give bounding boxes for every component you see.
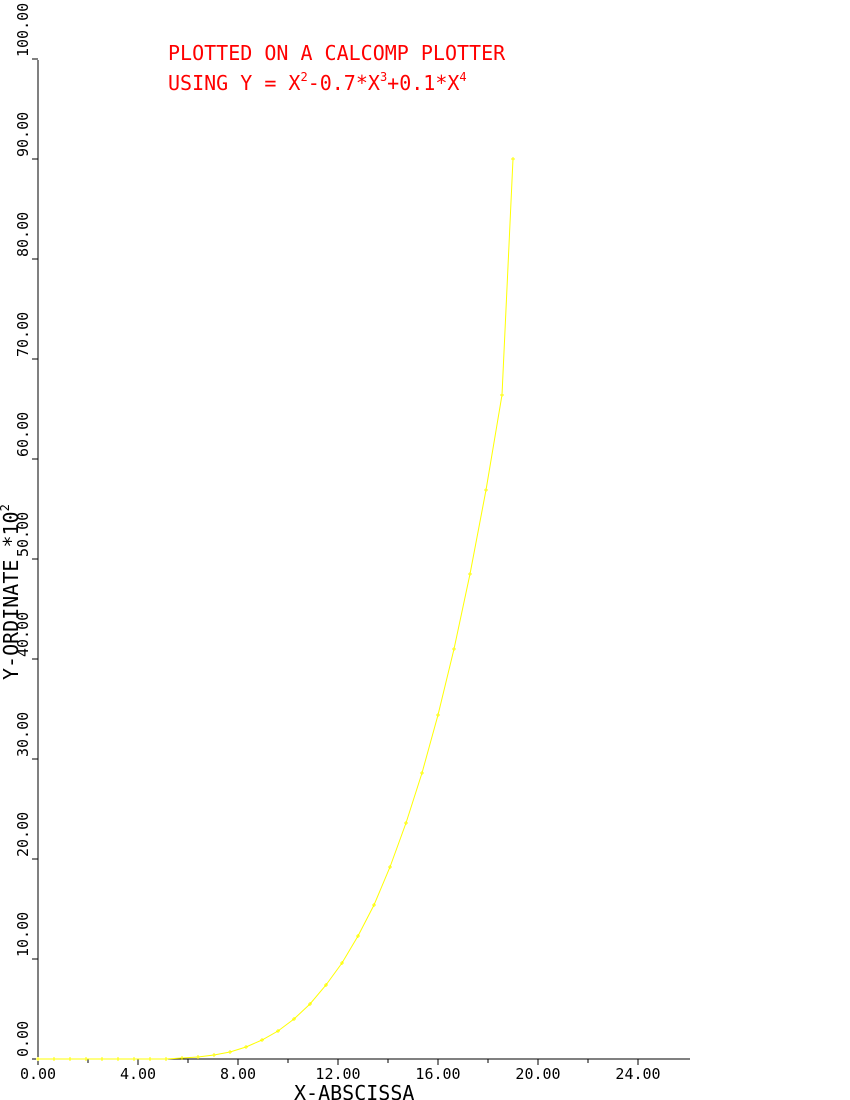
data-point (212, 1053, 216, 1057)
y-tick-label: 70.00 (14, 312, 32, 357)
title-text-b: -0.7*X (308, 71, 380, 95)
y-tick-label: 80.00 (14, 212, 32, 257)
x-tick-label: 4.00 (120, 1065, 156, 1083)
title-text-c: +0.1*X (387, 71, 459, 95)
title-text-a: USING Y = X (168, 71, 300, 95)
y-tick-label: 0.00 (14, 1021, 32, 1057)
data-point (164, 1057, 168, 1061)
y-tick-label: 100.00 (14, 3, 32, 57)
x-tick-label: 12.00 (315, 1065, 360, 1083)
y-tick-label: 90.00 (14, 112, 32, 157)
data-point (84, 1057, 88, 1061)
title-exp-2: 3 (380, 70, 387, 84)
data-point (308, 1002, 312, 1006)
chart-title: PLOTTED ON A CALCOMP PLOTTER USING Y = X… (168, 41, 506, 95)
title-line-1: PLOTTED ON A CALCOMP PLOTTER (168, 41, 506, 65)
data-point (484, 488, 488, 492)
data-point (511, 157, 515, 161)
x-tick-label: 20.00 (515, 1065, 560, 1083)
x-ticks: 0.00 4.00 8.00 12.00 16.00 20.00 24.00 (20, 1059, 661, 1083)
data-point (468, 572, 472, 576)
x-tick-label: 24.00 (615, 1065, 660, 1083)
data-point (276, 1029, 280, 1033)
data-point (436, 713, 440, 717)
data-point (388, 865, 392, 869)
y-tick-label: 60.00 (14, 412, 32, 457)
title-line-2: USING Y = X2-0.7*X3+0.1*X4 (168, 70, 467, 95)
data-point (116, 1057, 120, 1061)
data-point (132, 1057, 136, 1061)
data-point (36, 1057, 40, 1061)
series-line (38, 158, 514, 1060)
data-point (404, 821, 408, 825)
data-point (68, 1057, 72, 1061)
title-exp-3: 4 (459, 70, 466, 84)
data-point (356, 934, 360, 938)
x-axis-label: X-ABSCISSA (294, 1081, 414, 1100)
y-ticks: 0.00 10.00 20.00 30.00 40.00 50.00 60.00 70.00 8… (14, 3, 38, 1060)
y-tick-label: 20.00 (14, 812, 32, 857)
data-point (100, 1057, 104, 1061)
data-point (324, 983, 328, 987)
data-point (452, 647, 456, 651)
y-axis-label-text: Y-ORDINATE *10 (0, 511, 23, 680)
data-point (260, 1038, 264, 1042)
y-axis-label: Y-ORDINATE *102 (0, 504, 23, 680)
y-tick-label: 40.00 (14, 612, 32, 657)
data-point (292, 1017, 296, 1021)
data-point (196, 1055, 200, 1059)
x-tick-label: 16.00 (415, 1065, 460, 1083)
y-tick-label: 10.00 (14, 912, 32, 957)
data-point (148, 1057, 152, 1061)
y-tick-label: 30.00 (14, 712, 32, 757)
data-point (228, 1050, 232, 1054)
y-axis-label-exp: 2 (0, 504, 12, 511)
series-group (36, 157, 515, 1061)
x-tick-label: 8.00 (220, 1065, 256, 1083)
data-point (500, 393, 504, 397)
y-tick-label: 50.00 (14, 512, 32, 557)
data-point (340, 961, 344, 965)
data-point (180, 1056, 184, 1060)
data-point (420, 771, 424, 775)
data-point (244, 1045, 248, 1049)
title-exp-1: 2 (300, 70, 307, 84)
data-point (372, 903, 376, 907)
data-point (52, 1057, 56, 1061)
x-tick-label: 0.00 (20, 1065, 56, 1083)
